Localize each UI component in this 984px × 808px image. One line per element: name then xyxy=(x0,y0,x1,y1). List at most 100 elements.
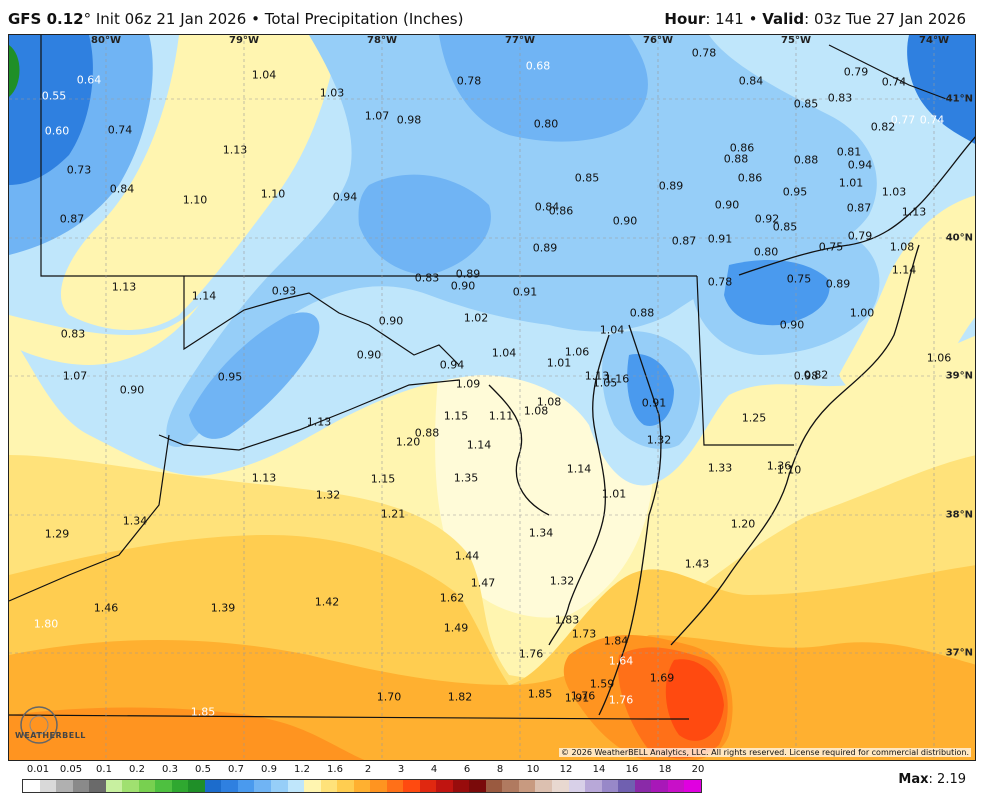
precip-value-label: 0.92 xyxy=(754,212,780,226)
precip-value-label: 1.44 xyxy=(454,549,480,563)
precip-value-label: 0.94 xyxy=(847,158,873,172)
precip-value-label: 0.86 xyxy=(737,171,763,185)
fill-yellow-nw xyxy=(60,35,339,330)
precip-value-label: 1.13 xyxy=(111,280,137,294)
precip-value-label: 1.13 xyxy=(306,415,332,429)
precip-value-label: 0.55 xyxy=(41,89,67,103)
legend-swatch xyxy=(568,780,586,792)
legend-tick-label: 12 xyxy=(559,764,573,775)
precip-value-label: 0.80 xyxy=(533,117,559,131)
longitude-label: 74°W xyxy=(919,35,949,46)
precip-value-label: 1.34 xyxy=(528,526,554,540)
precip-value-label: 1.34 xyxy=(122,514,148,528)
legend-swatch xyxy=(518,780,536,792)
precip-value-label: 0.83 xyxy=(60,327,86,341)
precip-value-label: 1.36 xyxy=(766,459,792,473)
precip-value-label: 0.60 xyxy=(44,124,70,138)
precip-value-label: 1.70 xyxy=(376,690,402,704)
legend-swatch xyxy=(337,780,354,792)
legend-tick-label: 0.2 xyxy=(129,764,145,775)
copyright-notice: © 2026 WeatherBELL Analytics, LLC. All r… xyxy=(559,748,971,757)
precip-value-label: 0.88 xyxy=(629,306,655,320)
precip-value-label: 1.46 xyxy=(93,601,119,615)
precip-value-label: 1.14 xyxy=(466,438,492,452)
precip-legend: 0.01 0.05 0.1 0.2 0.3 0.5 0.7 0.9 1.2 1.6 2 3 4 6 8 10 1… xyxy=(22,764,704,804)
weatherbell-logo: WEATHERBELL xyxy=(15,731,86,740)
precip-value-label: 1.01 xyxy=(546,356,572,370)
precip-value-label: 1.62 xyxy=(439,591,465,605)
legend-swatch xyxy=(419,780,437,792)
precip-value-label: 0.86 xyxy=(729,141,755,155)
md-wv-border xyxy=(183,276,460,366)
legend-tick-label: 2 xyxy=(364,764,372,775)
va-wv-border xyxy=(158,379,460,451)
precip-value-label: 1.47 xyxy=(470,576,496,590)
legend-tick-label: 8 xyxy=(496,764,504,775)
ny-border xyxy=(828,44,950,101)
precip-value-label: 1.13 xyxy=(222,143,248,157)
precip-map[interactable]: 80°W 79°W 78°W 77°W 76°W 75°W 74°W 41°N 40°N 39°… xyxy=(8,34,976,761)
va-ky-border xyxy=(9,434,170,602)
precip-value-label: 0.74 xyxy=(107,123,133,137)
precip-value-label: 1.04 xyxy=(491,346,517,360)
precip-value-label: 1.09 xyxy=(455,377,481,391)
precip-value-label: 1.11 xyxy=(488,409,514,423)
precip-value-label: 0.86 xyxy=(548,204,574,218)
precip-value-label: 1.06 xyxy=(926,351,952,365)
precip-value-label: 1.33 xyxy=(707,461,733,475)
precip-value-label: 0.81 xyxy=(836,145,862,159)
legend-swatch xyxy=(618,780,635,792)
precip-value-label: 1.05 xyxy=(592,376,618,390)
precip-value-label: 1.16 xyxy=(604,372,630,386)
precip-value-label: 0.83 xyxy=(414,271,440,285)
precip-value-label: 1.76 xyxy=(570,689,596,703)
precip-value-label: 0.68 xyxy=(525,59,551,73)
precip-value-label: 1.59 xyxy=(589,677,615,691)
legend-tick-label: 0.3 xyxy=(162,764,178,775)
header-title: GFS 0.12° Init 06z 21 Jan 2026 • Total P… xyxy=(8,10,463,28)
precip-value-label: 0.95 xyxy=(782,185,808,199)
precip-value-label: 1.80 xyxy=(33,617,59,631)
legend-tick-label: 0.5 xyxy=(195,764,211,775)
precip-value-label: 0.94 xyxy=(332,190,358,204)
precip-value-label: 0.91 xyxy=(512,285,538,299)
de-border xyxy=(696,275,794,446)
precip-value-label: 0.79 xyxy=(843,65,869,79)
longitude-label: 79°W xyxy=(229,35,259,46)
valid-label: Valid xyxy=(762,10,805,28)
precip-value-label: 0.89 xyxy=(455,267,481,281)
fill-medium-blue xyxy=(166,35,877,447)
precip-value-label: 1.02 xyxy=(463,311,489,325)
precip-value-label: 1.49 xyxy=(443,621,469,635)
pa-south-border xyxy=(40,35,697,277)
precip-value-label: 1.85 xyxy=(190,705,216,719)
precip-value-label: 0.78 xyxy=(707,275,733,289)
precip-value-label: 1.07 xyxy=(62,369,88,383)
precip-value-label: 1.10 xyxy=(776,463,802,477)
precip-value-label: 1.20 xyxy=(730,517,756,531)
precip-value-label: 0.75 xyxy=(818,240,844,254)
legend-tick-label: 0.05 xyxy=(59,764,83,775)
legend-tick-label: 14 xyxy=(592,764,606,775)
precip-value-label: 0.88 xyxy=(793,153,819,167)
valid-value: : 03z Tue 27 Jan 2026 xyxy=(804,10,966,28)
legend-swatch xyxy=(39,780,57,792)
precip-value-label: 1.32 xyxy=(315,488,341,502)
max-label: Max xyxy=(898,772,929,787)
precip-value-label: 0.78 xyxy=(456,74,482,88)
precip-value-label: 1.73 xyxy=(571,627,597,641)
precip-value-label: 0.90 xyxy=(779,318,805,332)
legend-tick-label: 6 xyxy=(463,764,471,775)
coast-nj-de xyxy=(670,244,920,646)
precip-value-label: 1.85 xyxy=(527,687,553,701)
legend-tick-label: 0.01 xyxy=(26,764,50,775)
fill-deep-orange-w xyxy=(9,707,365,760)
latitude-label: 37°N xyxy=(945,647,973,659)
precip-value-label: 0.83 xyxy=(827,91,853,105)
precip-value-label: 0.93 xyxy=(271,284,297,298)
precip-value-label: 1.43 xyxy=(684,557,710,571)
legend-swatch xyxy=(386,780,404,792)
fill-yellow-nj xyxy=(839,195,975,408)
precip-value-label: 0.88 xyxy=(723,152,749,166)
legend-tick-label: 1.2 xyxy=(294,764,310,775)
